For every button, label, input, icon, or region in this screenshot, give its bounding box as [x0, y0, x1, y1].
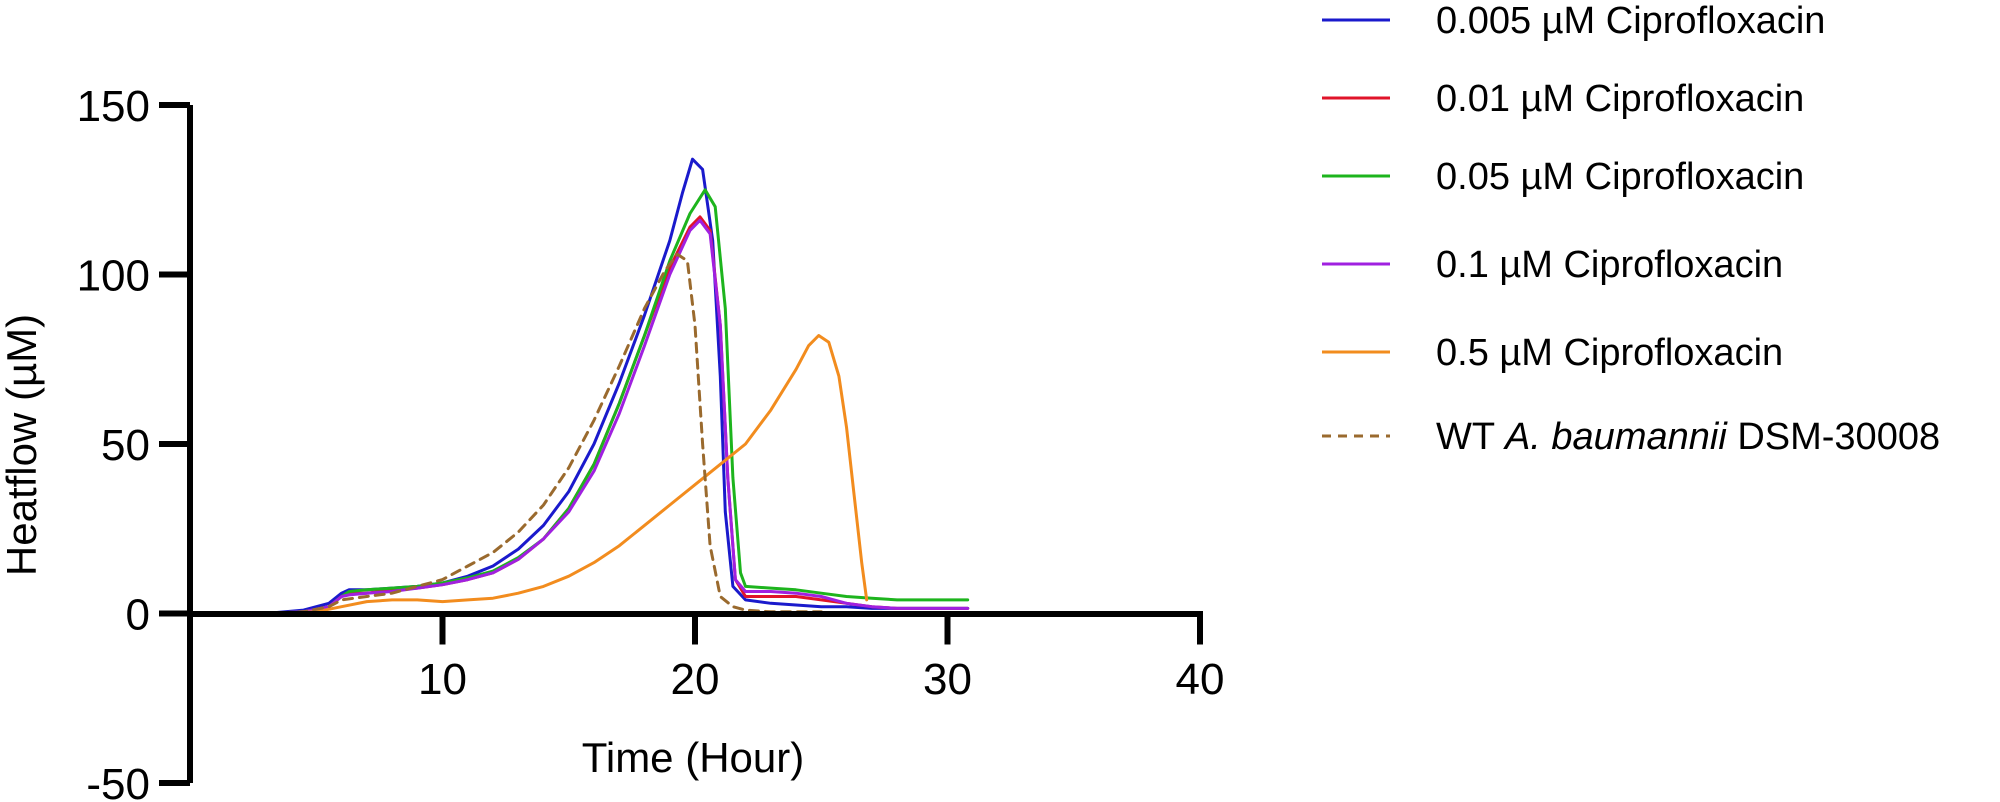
legend-label-part: 0.05 µM Ciprofloxacin — [1436, 156, 1804, 198]
legend-label-part: 0.005 µM Ciprofloxacin — [1436, 0, 1825, 42]
legend-label-2: 0.05 µM Ciprofloxacin — [1436, 156, 1804, 198]
series-line-1 — [264, 215, 970, 615]
legend: 0.005 µM Ciprofloxacin 0.01 µM Ciprofloxa… — [1322, 0, 1940, 458]
legend-label-part: DSM-30008 — [1727, 416, 1940, 458]
legend-label-3: 0.1 µM Ciprofloxacin — [1436, 244, 1783, 286]
series-line-4 — [264, 334, 869, 615]
series-line-3 — [264, 218, 970, 615]
legend-label-4: 0.5 µM Ciprofloxacin — [1436, 332, 1783, 374]
legend-label-part: A. baumannii — [1503, 416, 1728, 458]
legend-label-part: 0.1 µM Ciprofloxacin — [1436, 244, 1783, 286]
y-tick-label: -50 — [86, 760, 150, 802]
series-line-5 — [264, 252, 823, 615]
plot-lines — [264, 157, 970, 615]
legend-label-part: 0.01 µM Ciprofloxacin — [1436, 78, 1804, 120]
x-tick-label: 40 — [1176, 655, 1225, 704]
y-tick-label: 150 — [77, 82, 150, 131]
y-tick-label: 0 — [126, 591, 150, 640]
y-ticks: -50 0 50 100 150 — [77, 82, 190, 802]
legend-label-1: 0.01 µM Ciprofloxacin — [1436, 78, 1804, 120]
legend-label-part: 0.5 µM Ciprofloxacin — [1436, 332, 1783, 374]
y-tick-label: 50 — [101, 421, 150, 470]
x-tick-label: 20 — [671, 655, 720, 704]
series-line-2 — [264, 188, 970, 615]
x-ticks: 10 20 30 40 — [418, 613, 1225, 704]
legend-label-5: WT A. baumannii DSM-30008 — [1436, 416, 1940, 458]
x-tick-label: 10 — [418, 655, 467, 704]
series-line-0 — [264, 157, 970, 615]
y-tick-label: 100 — [77, 252, 150, 301]
legend-label-part: WT — [1436, 416, 1505, 458]
legend-label-0: 0.005 µM Ciprofloxacin — [1436, 0, 1825, 42]
x-axis-title: Time (Hour) — [582, 734, 804, 781]
y-axis-title: Heatflow (µM) — [0, 314, 45, 576]
x-tick-label: 30 — [923, 655, 972, 704]
